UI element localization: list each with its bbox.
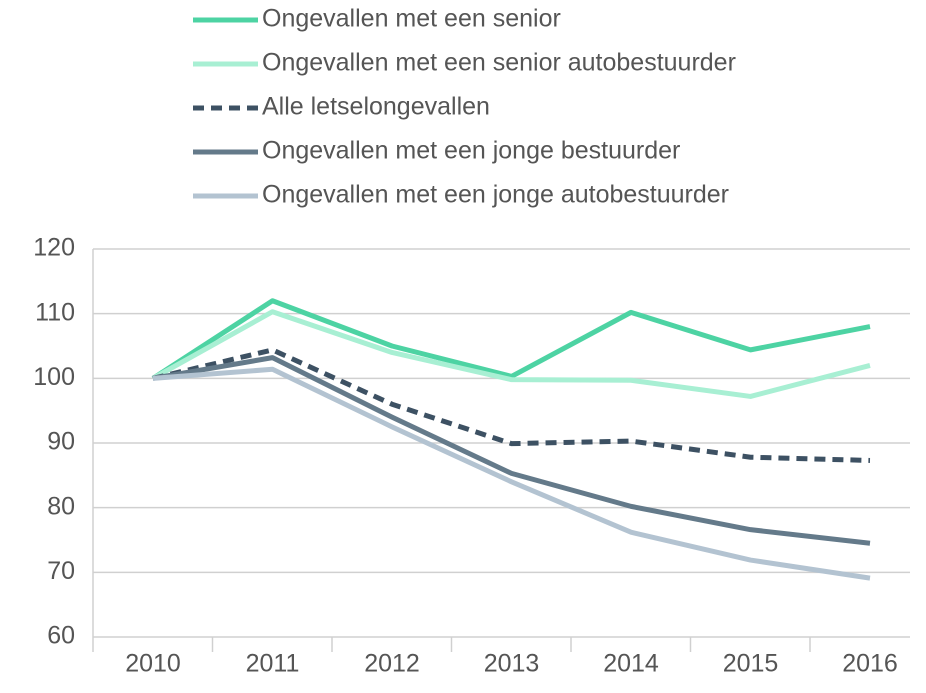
x-tick-label: 2010	[125, 650, 181, 678]
legend-label: Alle letselongevallen	[262, 93, 490, 121]
series-line	[151, 298, 871, 381]
x-tick-label: 2016	[842, 650, 898, 678]
legend-label: Ongevallen met een jonge autobestuurder	[262, 181, 729, 209]
y-tick-label: 80	[47, 492, 75, 520]
y-tick-label: 100	[33, 363, 75, 391]
legend-label: Ongevallen met een senior	[262, 5, 561, 33]
y-tick-label: 120	[33, 234, 75, 262]
series-line	[152, 366, 871, 581]
x-tick-label: 2013	[484, 650, 540, 678]
series-line	[152, 347, 871, 463]
y-tick-label: 70	[47, 557, 75, 585]
y-tick-label: 110	[35, 298, 75, 326]
legend-label: Ongevallen met een jonge bestuurder	[262, 137, 680, 165]
y-tick-label: 60	[47, 622, 75, 650]
x-tick-label: 2014	[603, 650, 659, 678]
x-tick-label: 2012	[364, 650, 420, 678]
legend-label: Ongevallen met een senior autobestuurder	[262, 49, 736, 77]
x-tick-label: 2015	[723, 650, 779, 678]
series-line	[151, 309, 871, 399]
y-tick-label: 90	[47, 428, 75, 456]
x-tick-label: 2011	[246, 650, 300, 678]
series-line	[152, 355, 871, 546]
